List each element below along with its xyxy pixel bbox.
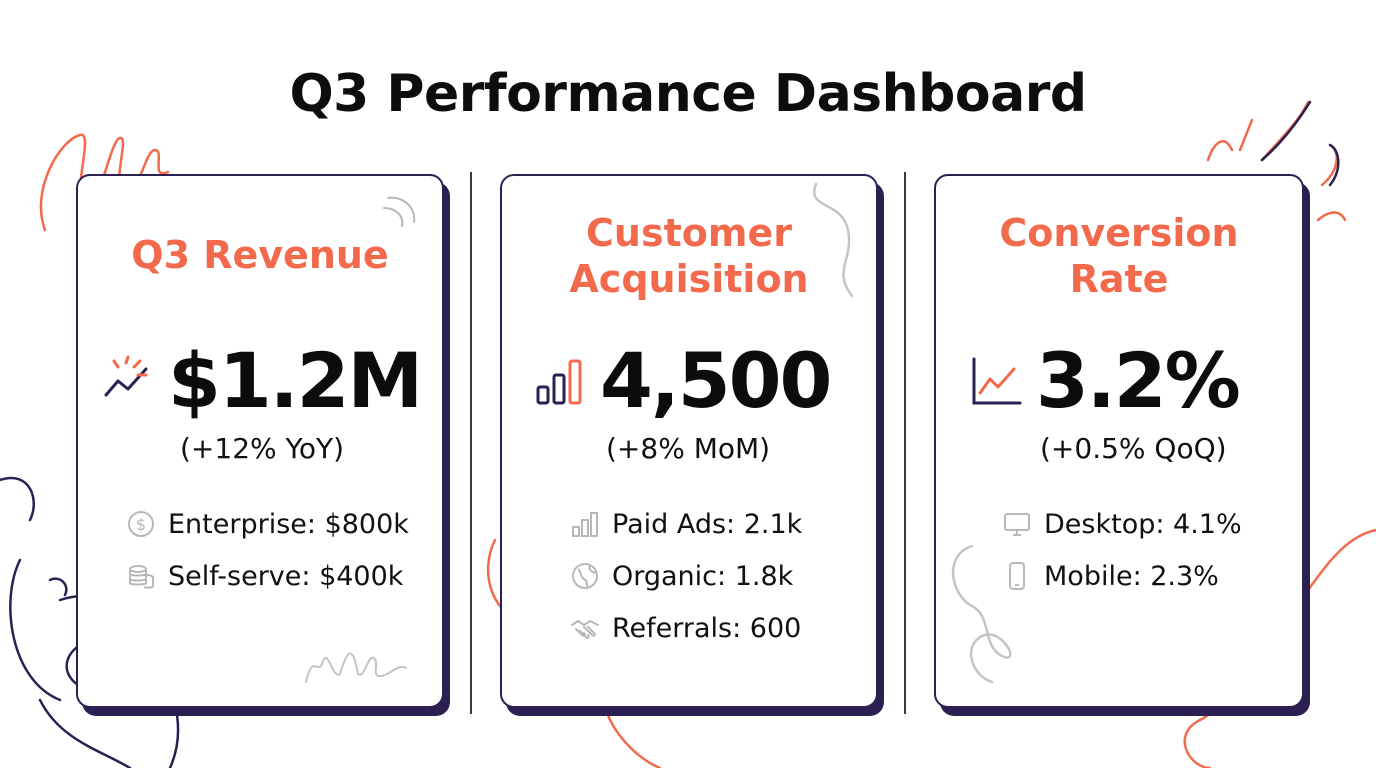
breakdown-item: Desktop: 4.1% [1002,498,1368,550]
breakdown-item: Referrals: 600 [570,602,944,654]
metric-row: 4,500 [534,336,832,426]
breakdown-list: Paid Ads: 2.1k Organic: 1.8k Referrals: … [502,498,944,654]
breakdown-item: Mobile: 2.3% [1002,550,1368,602]
metric-row: $1.2M [102,336,423,426]
card-corner-doodle [813,182,854,298]
globe-icon [572,563,598,589]
customer-acquisition-card: Customer Acquisition 4,500 (+8% MoM) Pai… [500,174,878,708]
breakdown-label: Mobile: 2.3% [1044,560,1219,592]
change-text: (+0.5% QoQ) [1040,432,1227,465]
breakdown-label: Enterprise: $800k [168,508,409,540]
coin-stack-icon [129,565,154,589]
svg-text:$: $ [136,515,146,534]
breakdown-item: $ Enterprise: $800k [126,498,490,550]
breakdown-item: Paid Ads: 2.1k [570,498,944,550]
card-title-line: Conversion [999,211,1239,255]
card-title: Customer Acquisition [502,210,876,302]
breakdown-item: Self-serve: $400k [126,550,490,602]
breakdown-label: Self-serve: $400k [168,560,404,592]
bar-chart-icon [536,359,582,405]
breakdown-list: Desktop: 4.1% Mobile: 2.3% [936,498,1368,602]
conversion-rate-card: Conversion Rate 3.2% (+0.5% QoQ) Desktop… [934,174,1304,708]
metric-value: 3.2% [1036,336,1241,425]
breakdown-label: Paid Ads: 2.1k [612,508,803,540]
breakdown-label: Referrals: 600 [612,612,802,644]
monitor-icon [1004,513,1030,536]
metric-row: 3.2% [970,336,1241,426]
card-corner-doodle [383,196,416,227]
card-title: Conversion Rate [936,210,1302,302]
card-title: Q3 Revenue [131,233,389,277]
breakdown-label: Desktop: 4.1% [1044,508,1242,540]
breakdown-item: Organic: 1.8k [570,550,944,602]
change-text: (+8% MoM) [606,432,771,465]
phone-icon [1009,562,1025,590]
column-divider [904,172,906,714]
handshake-icon [571,620,599,639]
card-corner-doodle [952,544,1012,684]
change-text: (+12% YoY) [180,432,345,465]
trend-spark-icon [104,355,148,397]
page-title: Q3 Performance Dashboard [289,64,1087,124]
line-chart-icon [972,357,1022,405]
handwriting-doodle [305,652,407,683]
card-title-line: Rate [1069,257,1169,301]
breakdown-list: $ Enterprise: $800k Self-serve: $400k [78,498,490,602]
column-divider [470,172,472,714]
card-title-line: Customer [586,211,792,255]
dollar-coin-icon: $ [128,511,154,537]
breakdown-label: Organic: 1.8k [612,560,794,592]
revenue-card: Q3 Revenue $1.2M (+12% YoY) $ Enterprise… [76,174,444,708]
card-title-line: Acquisition [569,257,809,301]
metric-value: 4,500 [600,336,832,425]
metric-value: $1.2M [168,336,423,425]
bar-chart-icon [572,512,598,537]
